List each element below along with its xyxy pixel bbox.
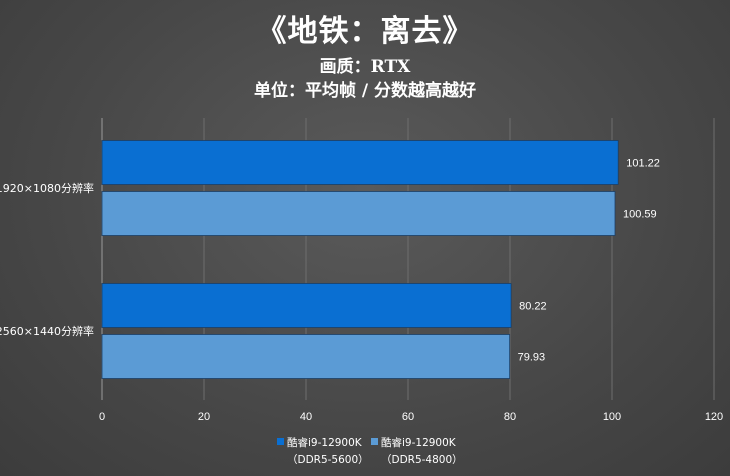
data-label: 100.59 [623,209,657,221]
data-label: 80.22 [519,301,547,313]
legend-swatch [371,438,378,445]
chart-subtitle-unit: 单位：平均帧 / 分数越高越好 [253,81,477,101]
x-tick-label: 20 [198,411,210,423]
legend-label-detail: （DDR5-4800） [381,454,463,466]
x-tick-label: 80 [504,411,516,423]
x-tick-label: 0 [99,411,105,423]
data-label: 79.93 [518,352,546,364]
bar [101,140,619,185]
bar [101,191,616,236]
x-tick-label: 40 [300,411,312,423]
legend-label-detail: （DDR5-5600） [287,454,369,466]
x-tick-label: 60 [402,411,414,423]
data-label: 101.22 [626,158,660,170]
bar [101,334,511,379]
x-tick-label: 100 [603,411,621,423]
chart-title: 《地铁：离去》 [256,14,474,49]
legend-label: 酷睿i9-12900K [381,436,457,449]
legend-swatch [277,438,284,445]
category-label: 2560×1440分辨率 [0,324,94,338]
bar [101,283,512,328]
x-tick-label: 120 [705,411,723,423]
chart-subtitle-quality: 画质：RTX [319,57,411,77]
legend-label: 酷睿i9-12900K [287,436,363,449]
category-label: 1920×1080分辨率 [0,181,94,195]
